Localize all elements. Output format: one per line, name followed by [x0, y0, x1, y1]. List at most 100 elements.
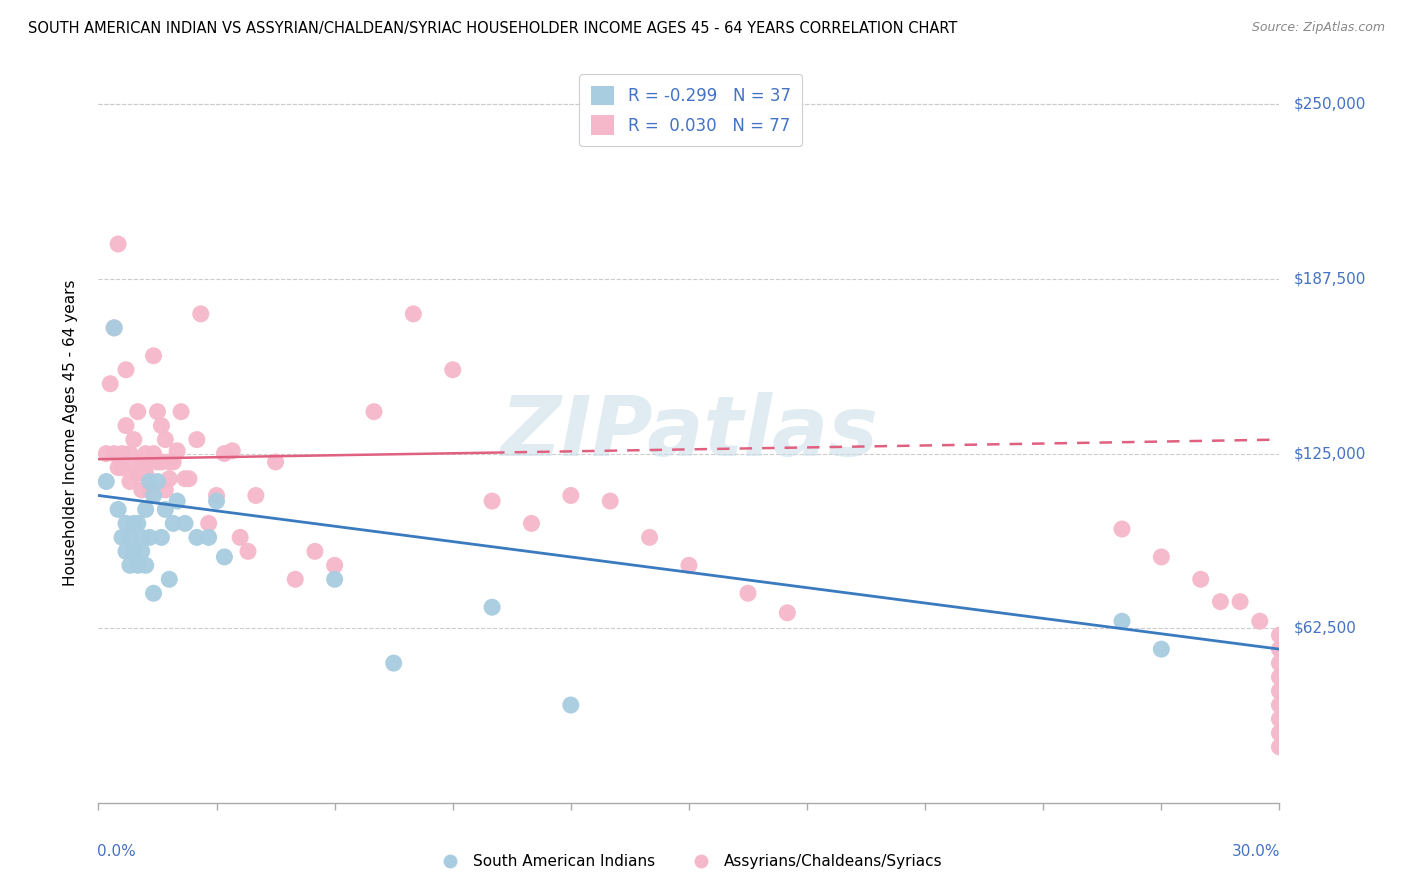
Point [1189, 572, 1212, 586]
Point [138, 475, 160, 489]
Point [560, 488, 582, 502]
Point [103, 321, 125, 335]
Point [150, 530, 173, 544]
Y-axis label: Householder Income Ages 45 - 64 years: Householder Income Ages 45 - 64 years [63, 279, 77, 586]
Point [236, 544, 259, 558]
Point [177, 472, 200, 486]
Point [146, 475, 169, 489]
Legend: R = -0.299   N = 37, R =  0.030   N = 77: R = -0.299 N = 37, R = 0.030 N = 77 [579, 74, 803, 146]
Text: ZIPatlas: ZIPatlas [501, 392, 877, 473]
Point [1150, 642, 1173, 657]
Point [678, 558, 700, 573]
Point [229, 530, 252, 544]
Point [186, 530, 208, 544]
Point [138, 455, 160, 469]
Point [190, 307, 212, 321]
Point [1150, 549, 1173, 564]
Point [560, 698, 582, 712]
Text: Source: ZipAtlas.com: Source: ZipAtlas.com [1251, 21, 1385, 35]
Text: 0.0%: 0.0% [97, 844, 136, 858]
Point [162, 455, 184, 469]
Point [1111, 522, 1133, 536]
Point [142, 586, 165, 600]
Point [1268, 726, 1291, 740]
Point [170, 405, 193, 419]
Text: $250,000: $250,000 [1294, 97, 1365, 112]
Point [323, 558, 346, 573]
Point [157, 572, 180, 586]
Point [205, 488, 228, 502]
Point [155, 502, 177, 516]
Point [481, 600, 503, 615]
Point [115, 418, 138, 433]
Point [142, 446, 165, 460]
Text: SOUTH AMERICAN INDIAN VS ASSYRIAN/CHALDEAN/SYRIAC HOUSEHOLDER INCOME AGES 45 - 6: SOUTH AMERICAN INDIAN VS ASSYRIAN/CHALDE… [28, 21, 957, 37]
Point [264, 455, 287, 469]
Point [197, 530, 219, 544]
Point [98, 376, 121, 391]
Point [214, 549, 236, 564]
Point [135, 466, 157, 480]
Point [155, 433, 177, 447]
Point [150, 418, 173, 433]
Point [122, 460, 145, 475]
Point [127, 466, 149, 480]
Point [1268, 684, 1291, 698]
Point [174, 516, 197, 531]
Point [1268, 670, 1291, 684]
Point [135, 446, 157, 460]
Point [115, 516, 138, 531]
Point [146, 405, 169, 419]
Point [441, 363, 464, 377]
Point [304, 544, 326, 558]
Point [103, 446, 125, 460]
Point [118, 558, 141, 573]
Point [205, 494, 228, 508]
Point [142, 488, 165, 502]
Point [245, 488, 267, 502]
Point [402, 307, 425, 321]
Point [1111, 614, 1133, 628]
Point [162, 516, 184, 531]
Point [1268, 739, 1291, 754]
Point [135, 558, 157, 573]
Point [146, 455, 169, 469]
Point [122, 516, 145, 531]
Point [135, 502, 157, 516]
Point [776, 606, 799, 620]
Point [157, 472, 180, 486]
Point [131, 530, 153, 544]
Point [481, 494, 503, 508]
Point [142, 349, 165, 363]
Point [1209, 594, 1232, 608]
Point [382, 656, 405, 670]
Point [103, 321, 125, 335]
Text: $187,500: $187,500 [1294, 271, 1365, 286]
Point [1268, 628, 1291, 642]
Point [127, 405, 149, 419]
Point [96, 446, 118, 460]
Point [155, 483, 177, 497]
Point [166, 443, 188, 458]
Point [115, 544, 138, 558]
Point [1229, 594, 1251, 608]
Point [131, 455, 153, 469]
Point [166, 494, 188, 508]
Text: $62,500: $62,500 [1294, 621, 1357, 636]
Point [107, 502, 129, 516]
Point [174, 472, 197, 486]
Point [96, 475, 118, 489]
Point [1268, 656, 1291, 670]
Point [214, 446, 236, 460]
Point [1249, 614, 1271, 628]
Point [111, 530, 134, 544]
Text: $125,000: $125,000 [1294, 446, 1365, 461]
Point [111, 446, 134, 460]
Point [131, 466, 153, 480]
Point [150, 455, 173, 469]
Point [118, 475, 141, 489]
Point [131, 483, 153, 497]
Point [122, 544, 145, 558]
Point [323, 572, 346, 586]
Point [284, 572, 307, 586]
